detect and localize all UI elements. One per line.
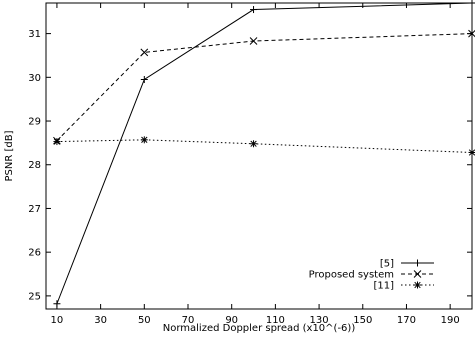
y-tick-label: 25: [28, 291, 41, 302]
legend-label: [11]: [373, 281, 394, 292]
x-tick-label: 110: [266, 315, 285, 326]
legend-item: [5]: [380, 259, 434, 270]
legend-marker: [414, 281, 421, 289]
legend-marker: [413, 270, 422, 278]
data-point: [250, 140, 258, 148]
data-point: [53, 138, 61, 146]
legend-marker: [414, 259, 421, 267]
x-tick-label: 150: [353, 315, 372, 326]
series-line: [56, 139, 473, 154]
legend: [5]Proposed system[11]: [309, 259, 434, 292]
data-point: [468, 149, 475, 157]
x-tick-label: 70: [182, 315, 195, 326]
x-axis-label: Normalized Doppler spread (x10^(-6)): [163, 323, 356, 334]
y-tick-label: 28: [28, 160, 41, 171]
legend-item: Proposed system: [309, 270, 434, 281]
legend-label: Proposed system: [309, 270, 394, 281]
y-axis-label: PSNR [dB]: [4, 130, 15, 181]
series-2: [53, 136, 475, 157]
x-tick-label: 30: [94, 315, 107, 326]
data-point: [53, 300, 61, 308]
y-tick-label: 27: [28, 204, 41, 215]
series-line: [56, 2, 473, 304]
y-tick-label: 26: [28, 248, 41, 259]
series-0: [53, 0, 475, 308]
x-tick-label: 90: [225, 315, 238, 326]
series-1: [53, 29, 475, 145]
x-tick-label: 10: [51, 315, 64, 326]
data-point: [140, 136, 148, 144]
x-tick-label: 190: [441, 315, 460, 326]
x-tick-label: 50: [138, 315, 151, 326]
data-point: [249, 37, 258, 45]
legend-label: [5]: [380, 259, 394, 270]
data-point: [250, 6, 258, 14]
legend-item: [11]: [373, 281, 434, 292]
y-tick-label: 30: [28, 73, 41, 84]
data-point: [140, 76, 148, 83]
y-tick-label: 31: [28, 29, 41, 40]
y-tick-label: 29: [28, 117, 41, 128]
x-tick-label: 130: [310, 315, 329, 326]
series-line: [56, 33, 473, 142]
data-point: [468, 0, 475, 7]
data-point: [140, 48, 149, 57]
series-layer: [53, 0, 475, 308]
axis-ticks: 10 30 50 70 90 110 130 150 170 190 25 26 27 28 29 30 31: [28, 3, 472, 326]
x-tick-label: 170: [397, 315, 416, 326]
data-point: [468, 29, 475, 38]
